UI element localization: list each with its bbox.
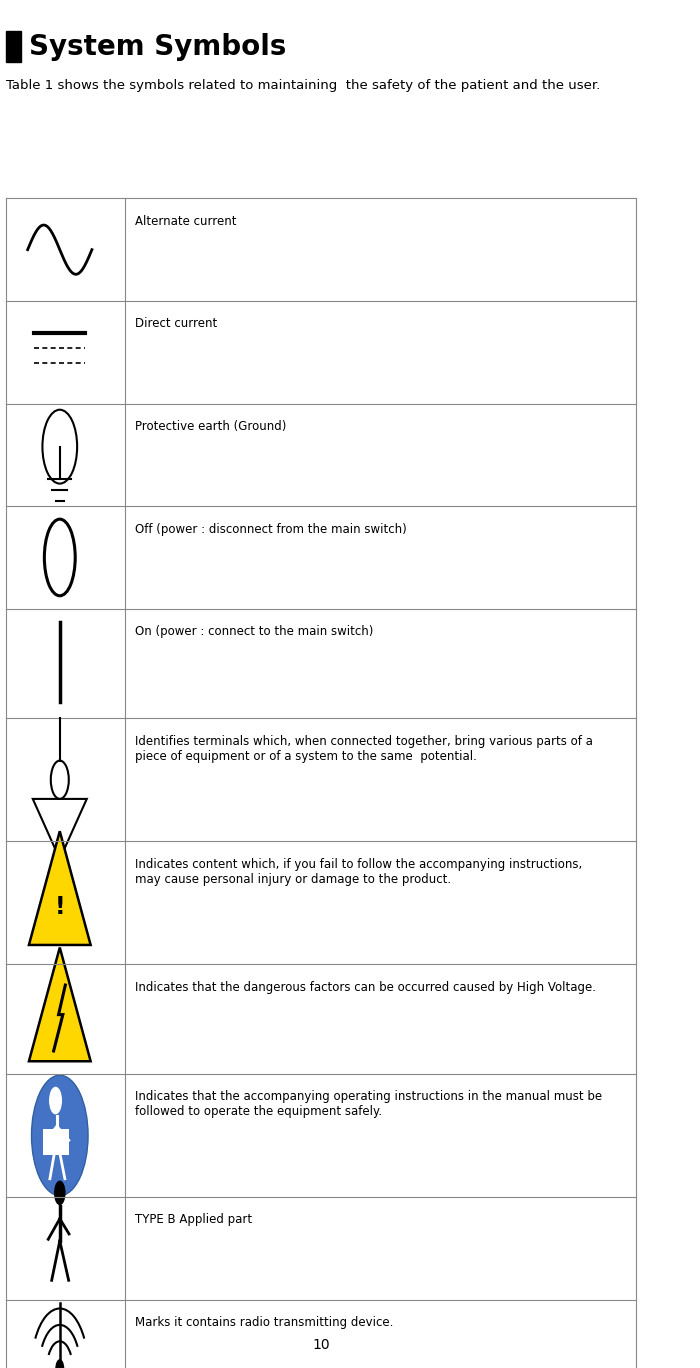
Text: On (power : connect to the main switch): On (power : connect to the main switch) [135, 625, 373, 639]
Bar [6, 31, 20, 62]
Text: Protective earth (Ground): Protective earth (Ground) [135, 420, 286, 434]
Bar [43, 1130, 69, 1155]
Text: Indicates that the accompanying operating instructions in the manual must be
fol: Indicates that the accompanying operatin… [135, 1090, 602, 1118]
Text: TYPE B Applied part: TYPE B Applied part [135, 1213, 252, 1227]
Text: !: ! [55, 896, 65, 919]
Text: 10: 10 [313, 1338, 330, 1352]
Text: Marks it contains radio transmitting device.: Marks it contains radio transmitting dev… [135, 1316, 393, 1330]
Text: Indicates content which, if you fail to follow the accompanying instructions,
ma: Indicates content which, if you fail to … [135, 858, 582, 885]
Polygon shape [29, 948, 90, 1062]
Text: Identifies terminals which, when connected together, bring various parts of a
pi: Identifies terminals which, when connect… [135, 735, 593, 762]
Circle shape [32, 1075, 88, 1196]
Text: Table 1 shows the symbols related to maintaining  the safety of the patient and : Table 1 shows the symbols related to mai… [6, 79, 601, 93]
Circle shape [55, 1358, 64, 1368]
Text: System Symbols: System Symbols [29, 33, 286, 60]
Text: Off (power : disconnect from the main switch): Off (power : disconnect from the main sw… [135, 523, 407, 536]
Text: Direct current: Direct current [135, 317, 217, 331]
Text: Indicates that the dangerous factors can be occurred caused by High Voltage.: Indicates that the dangerous factors can… [135, 981, 596, 995]
Circle shape [49, 1086, 62, 1115]
Circle shape [54, 1181, 66, 1205]
Polygon shape [29, 832, 90, 945]
Text: Alternate current: Alternate current [135, 215, 237, 228]
